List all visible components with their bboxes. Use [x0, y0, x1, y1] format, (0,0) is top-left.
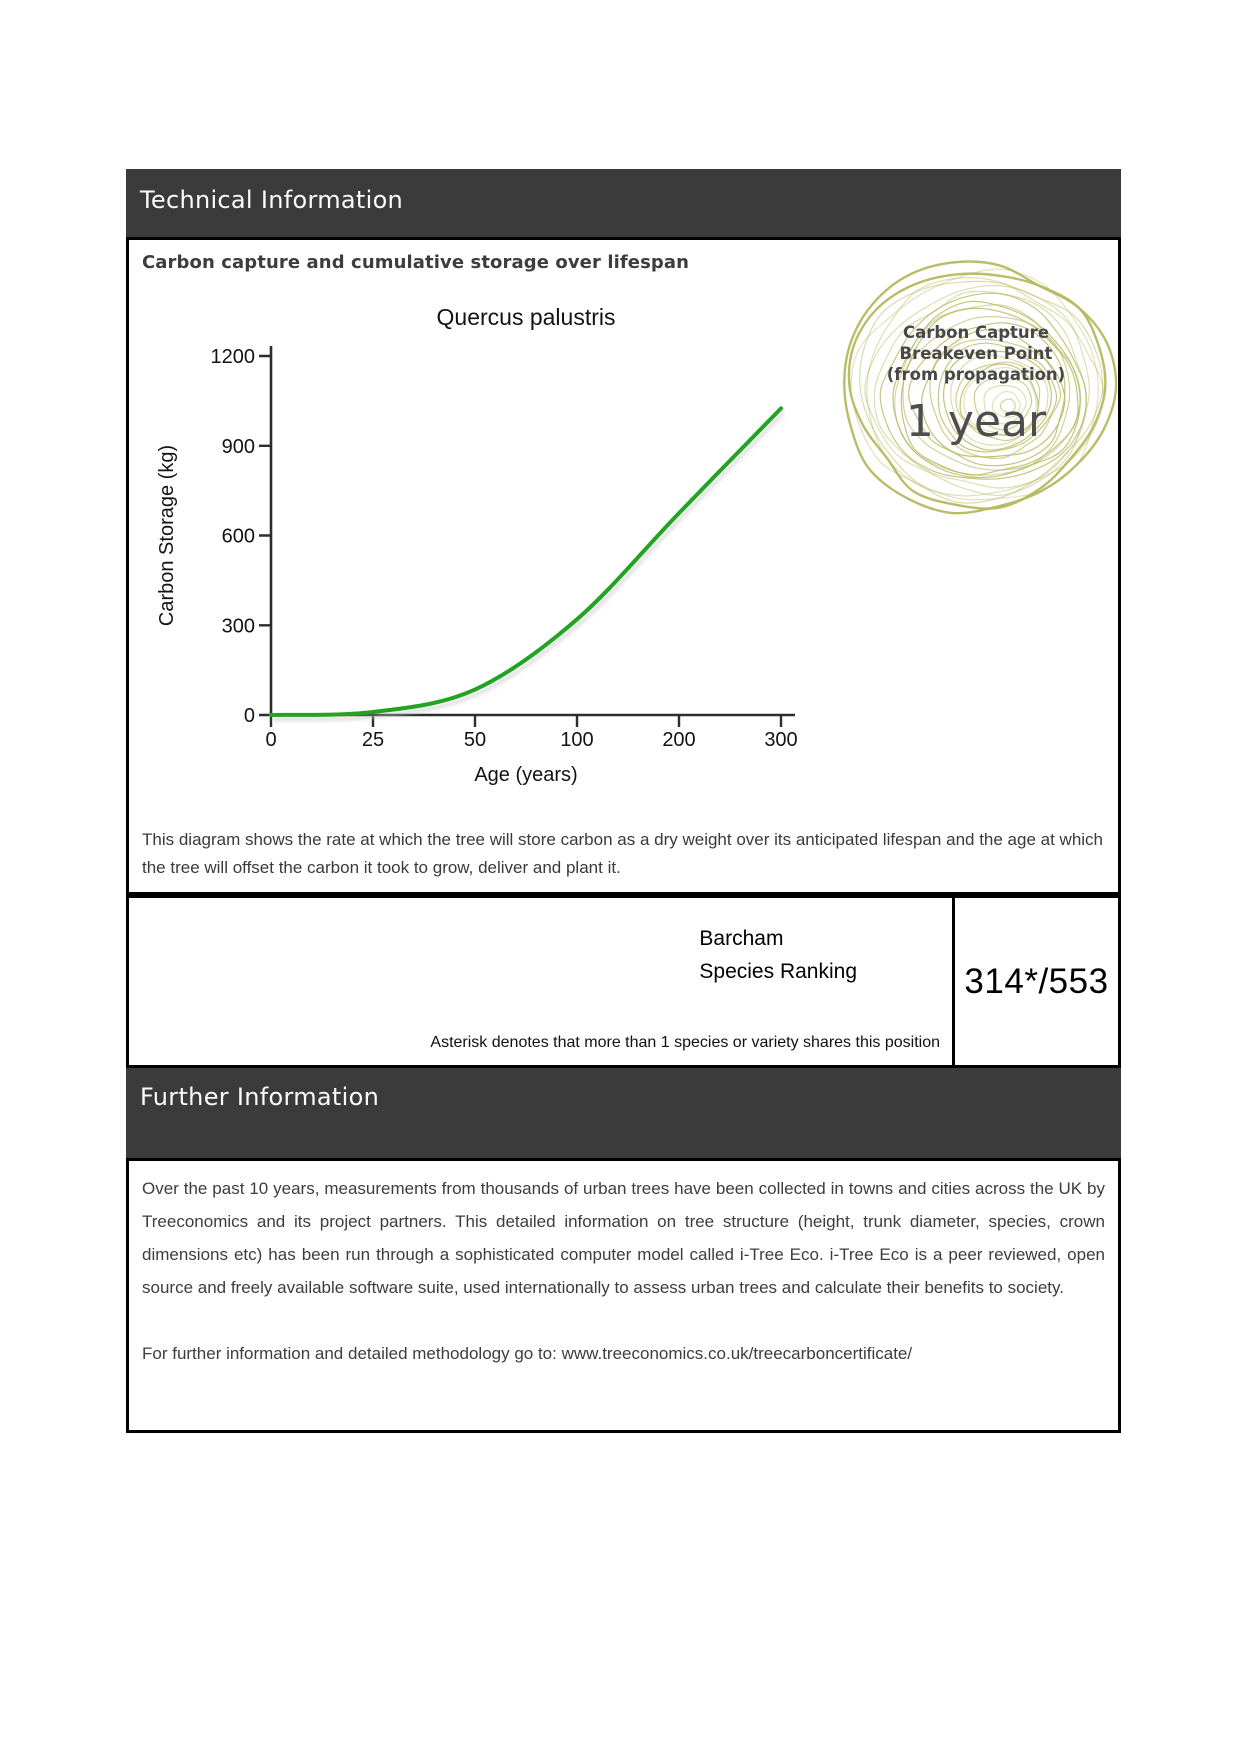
svg-text:Quercus palustris: Quercus palustris — [437, 304, 616, 330]
svg-text:600: 600 — [222, 526, 255, 548]
svg-text:50: 50 — [464, 729, 486, 751]
ranking-title-line2: Species Ranking — [699, 960, 857, 983]
species-ranking-value: 314*/553 — [964, 961, 1109, 1001]
technical-information-header: Technical Information — [126, 169, 1121, 237]
breakeven-value: 1 year — [905, 396, 1047, 447]
species-ranking-title: Barcham Species Ranking — [699, 922, 857, 988]
chart-description: This diagram shows the rate at which the… — [142, 830, 1104, 877]
svg-text:Age (years): Age (years) — [474, 764, 577, 786]
chart-section-heading: Carbon capture and cumulative storage ov… — [142, 252, 690, 273]
ranking-title-line1: Barcham — [699, 927, 784, 950]
breakeven-badge: Carbon Capture Breakeven Point (from pro… — [835, 250, 1117, 532]
further-information-paragraph: Over the past 10 years, measurements fro… — [142, 1179, 1105, 1297]
asterisk-note: Asterisk denotes that more than 1 specie… — [430, 1034, 940, 1051]
breakeven-badge-text: Carbon Capture Breakeven Point (from pro… — [835, 250, 1117, 445]
carbon-storage-line-chart: 0 300 600 900 1200 0 25 50 100 200 300 Quercus palu… — [156, 304, 798, 786]
svg-text:300: 300 — [222, 615, 255, 637]
svg-text:900: 900 — [222, 436, 255, 458]
further-information-title: Further Information — [140, 1083, 380, 1111]
further-information-header: Further Information — [126, 1068, 1121, 1158]
svg-text:25: 25 — [362, 729, 384, 751]
badge-title-line3: (from propagation) — [886, 365, 1066, 384]
badge-title-line1: Carbon Capture — [902, 323, 1050, 342]
svg-text:0: 0 — [244, 705, 255, 727]
svg-text:200: 200 — [662, 729, 695, 751]
technical-information-title: Technical Information — [140, 186, 404, 214]
svg-text:1200: 1200 — [211, 346, 256, 368]
species-ranking-section: Barcham Species Ranking Asterisk denotes… — [126, 895, 1121, 1068]
species-ranking-left-cell: Barcham Species Ranking Asterisk denotes… — [129, 898, 955, 1065]
svg-text:100: 100 — [560, 729, 593, 751]
tree-rings-icon — [843, 260, 1117, 515]
svg-text:300: 300 — [764, 729, 797, 751]
certificate-document: Technical Information Carbon capture and… — [126, 169, 1121, 1433]
carbon-chart-panel: Carbon capture and cumulative storage ov… — [126, 237, 1121, 895]
svg-text:0: 0 — [265, 729, 276, 751]
svg-text:Carbon Storage (kg): Carbon Storage (kg) — [156, 445, 178, 626]
further-information-panel: Over the past 10 years, measurements fro… — [126, 1158, 1121, 1433]
badge-title-line2: Breakeven Point — [899, 344, 1053, 363]
methodology-link-line: For further information and detailed met… — [142, 1344, 913, 1363]
